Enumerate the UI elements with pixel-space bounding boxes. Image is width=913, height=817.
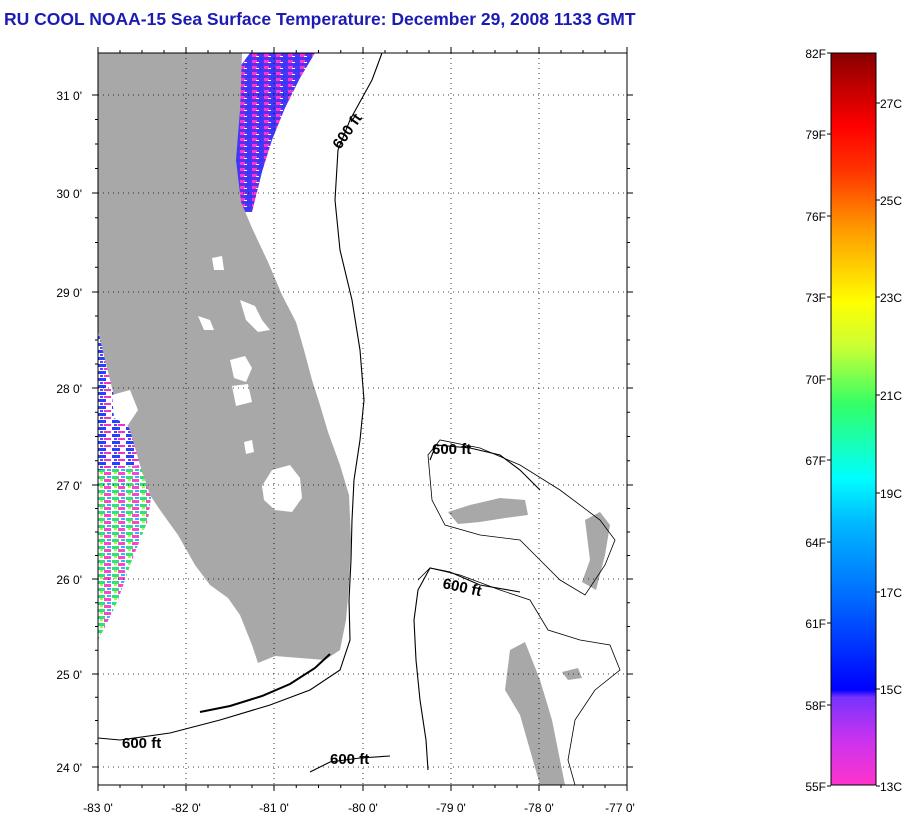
- colorbar-ticks: [827, 52, 880, 787]
- colorbar-c-label: 13C: [880, 780, 902, 794]
- colorbar-c-label: 15C: [880, 683, 902, 697]
- lat-tick-label: 31 0': [56, 89, 82, 103]
- contour-label: 600 ft: [122, 735, 161, 752]
- contour-600ft-bottom: [309, 755, 391, 773]
- map-border: [97, 52, 628, 786]
- contour-600ft-bank: [429, 444, 541, 491]
- lake-okeechobee: [262, 465, 302, 512]
- colorbar-c-label: 19C: [880, 487, 902, 501]
- lon-tick-label: -82 0': [171, 801, 201, 815]
- inland-lake: [244, 440, 254, 454]
- lat-tick-label: 24 0': [56, 761, 82, 775]
- inland-lake: [198, 316, 214, 330]
- great-bahama-bank: [417, 567, 621, 785]
- tampa-bay: [112, 390, 138, 425]
- lat-tick-label: 30 0': [56, 187, 82, 201]
- colorbar-f-label: 67F: [805, 454, 826, 468]
- graticule: [92, 47, 633, 791]
- lon-tick-label: -83 0': [83, 801, 113, 815]
- colorbar-f-label: 61F: [805, 617, 826, 631]
- inland-lake: [232, 384, 252, 406]
- lat-tick-label: 27 0': [56, 479, 82, 493]
- contour-label: 600 ft: [432, 441, 471, 458]
- andros: [505, 642, 565, 785]
- sst-swath-northeast: [230, 53, 315, 212]
- contour-600ft-florida: [98, 53, 383, 741]
- colorbar-f-label: 64F: [805, 536, 826, 550]
- new-providence: [562, 668, 582, 680]
- lon-tick-label: -77 0': [605, 801, 635, 815]
- lon-axis: -83 0' -82 0' -81 0' -80 0' -79 0' -78 0…: [83, 801, 635, 815]
- sst-swath-west-lower: [98, 465, 152, 640]
- contour-label: 600 ft: [330, 751, 369, 768]
- colorbar-f-label: 82F: [805, 47, 826, 61]
- colorbar-c-label: 17C: [880, 586, 902, 600]
- florida-keys: [199, 653, 331, 713]
- colorbar-c-label: 27C: [880, 97, 902, 111]
- contour-600ft-south: [413, 567, 521, 771]
- lat-axis: 31 0' 30 0' 29 0' 28 0' 27 0' 26 0' 25 0…: [56, 89, 82, 775]
- lat-tick-label: 25 0': [56, 668, 82, 682]
- colorbar-gradient: [830, 52, 877, 786]
- colorbar-f-label: 55F: [805, 780, 826, 794]
- lon-tick-label: -78 0': [524, 801, 554, 815]
- bank-outline: [427, 439, 616, 596]
- page-title: RU COOL NOAA-15 Sea Surface Temperature:…: [4, 9, 636, 29]
- lat-tick-label: 26 0': [56, 573, 82, 587]
- colorbar-f-label: 70F: [805, 373, 826, 387]
- colorbar: 82F 79F 76F 73F 70F 67F 64F 61F 58F 55F …: [805, 47, 902, 794]
- lon-tick-label: -81 0': [259, 801, 289, 815]
- lat-tick-label: 28 0': [56, 382, 82, 396]
- grand-bahama: [448, 498, 528, 524]
- colorbar-f-label: 58F: [805, 699, 826, 713]
- abaco: [582, 512, 610, 590]
- colorbar-c-label: 23C: [880, 291, 902, 305]
- lon-tick-label: -79 0': [436, 801, 466, 815]
- colorbar-f-label: 76F: [805, 210, 826, 224]
- inland-lake: [240, 300, 270, 332]
- colorbar-c-label: 25C: [880, 194, 902, 208]
- colorbar-f-label: 73F: [805, 291, 826, 305]
- colorbar-c-label: 21C: [880, 389, 902, 403]
- colorbar-f-label: 79F: [805, 128, 826, 142]
- inland-lake: [212, 256, 224, 270]
- inland-lake: [230, 356, 252, 382]
- lon-tick-label: -80 0': [348, 801, 378, 815]
- lat-tick-label: 29 0': [56, 286, 82, 300]
